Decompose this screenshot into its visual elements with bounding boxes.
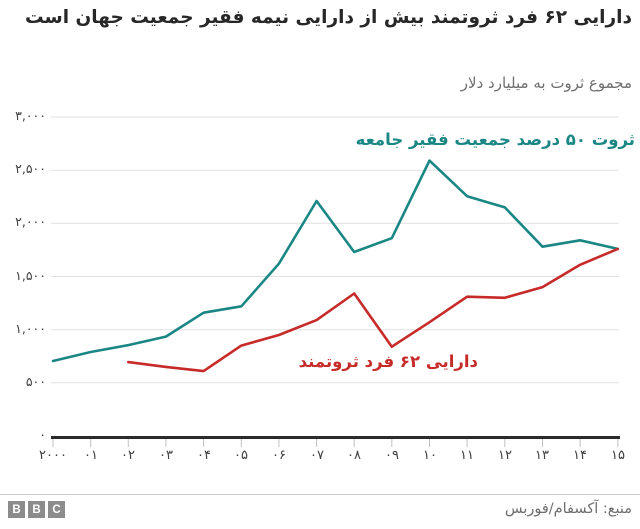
- line-poorest-half: [51, 159, 620, 363]
- y-axis-label: ۲,۰۰۰: [15, 214, 46, 229]
- line-richest-62: [127, 247, 620, 373]
- x-axis-label: ۱۴: [573, 448, 587, 463]
- x-axis-label: ۱۰: [423, 448, 437, 463]
- source-text: منبع: آکسفام/فوربس: [504, 501, 632, 517]
- y-axis-label: ۲,۵۰۰: [15, 161, 46, 176]
- y-axis-label: ۱,۰۰۰: [15, 321, 46, 336]
- y-axis-label: ۱,۵۰۰: [15, 268, 46, 283]
- x-axis-label: ۰۷: [310, 448, 324, 463]
- bbc-logo-block: B: [28, 501, 45, 518]
- x-axis-label: ۰۵: [234, 448, 248, 463]
- bbc-logo-block: B: [8, 501, 25, 518]
- x-axis-label: ۰۳: [159, 448, 173, 463]
- chart-subtitle: مجموع ثروت به میلیارد دلار: [460, 74, 632, 92]
- series-label-poorest-half: ثروت ۵۰ درصد جمعیت فقیر جامعه: [355, 130, 635, 149]
- x-axis-label: ۰۲: [121, 448, 135, 463]
- x-axis-label: ۱۱: [460, 448, 474, 463]
- bbc-logo-block: C: [48, 501, 65, 518]
- x-axis-label: ۲۰۰۰: [39, 448, 67, 463]
- footer-divider: [0, 494, 640, 495]
- y-axis-label: ۵۰۰: [25, 374, 46, 389]
- x-axis-label: ۱۳: [535, 448, 549, 463]
- chart-title: دارایی ۶۲ فرد ثروتمند بیش از دارایی نیمه…: [24, 7, 632, 28]
- y-axis-label: ۳,۰۰۰: [15, 108, 46, 123]
- x-axis-label: ۰۸: [347, 448, 361, 463]
- x-axis-label: ۰۴: [197, 448, 211, 463]
- x-axis-label: ۰۱: [84, 448, 98, 463]
- x-axis-label: ۰۹: [385, 448, 399, 463]
- y-axis-label: ۰: [39, 427, 46, 442]
- x-axis-label: ۱۲: [498, 448, 512, 463]
- series-label-richest-62: دارایی ۶۲ فرد ثروتمند: [298, 352, 478, 371]
- x-axis-label: ۱۵: [611, 448, 625, 463]
- x-axis-label: ۰۶: [272, 448, 286, 463]
- bbc-logo: B B C: [8, 501, 65, 518]
